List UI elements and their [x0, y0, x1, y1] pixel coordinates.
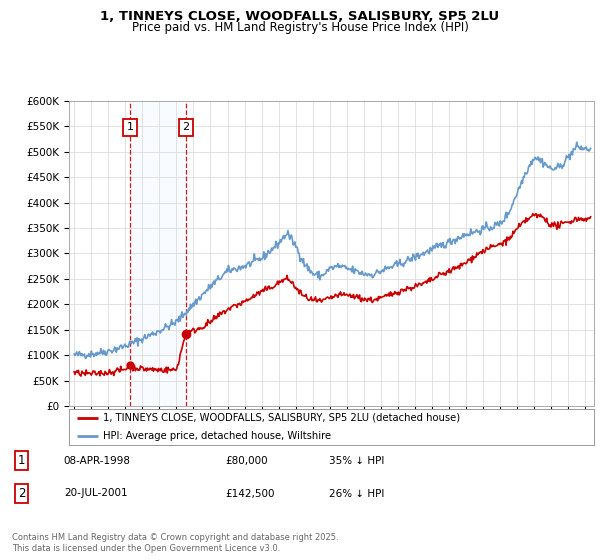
Bar: [130, 101, 186, 406]
Text: HPI: Average price, detached house, Wiltshire: HPI: Average price, detached house, Wilt…: [103, 431, 331, 441]
Text: 20-JUL-2001: 20-JUL-2001: [64, 488, 127, 498]
Text: 1, TINNEYS CLOSE, WOODFALLS, SALISBURY, SP5 2LU (detached house): 1, TINNEYS CLOSE, WOODFALLS, SALISBURY, …: [103, 413, 460, 423]
Text: 1: 1: [127, 122, 133, 132]
Text: 2: 2: [182, 122, 190, 132]
Text: £142,500: £142,500: [225, 488, 275, 498]
Text: £80,000: £80,000: [225, 456, 268, 465]
Text: Contains HM Land Registry data © Crown copyright and database right 2025.
This d: Contains HM Land Registry data © Crown c…: [12, 533, 338, 553]
Text: Price paid vs. HM Land Registry's House Price Index (HPI): Price paid vs. HM Land Registry's House …: [131, 21, 469, 34]
Text: 2: 2: [18, 487, 25, 500]
Text: 35% ↓ HPI: 35% ↓ HPI: [329, 456, 384, 465]
Text: 08-APR-1998: 08-APR-1998: [64, 456, 131, 465]
Text: 1: 1: [18, 454, 25, 467]
Text: 1, TINNEYS CLOSE, WOODFALLS, SALISBURY, SP5 2LU: 1, TINNEYS CLOSE, WOODFALLS, SALISBURY, …: [100, 10, 500, 23]
Text: 26% ↓ HPI: 26% ↓ HPI: [329, 488, 384, 498]
